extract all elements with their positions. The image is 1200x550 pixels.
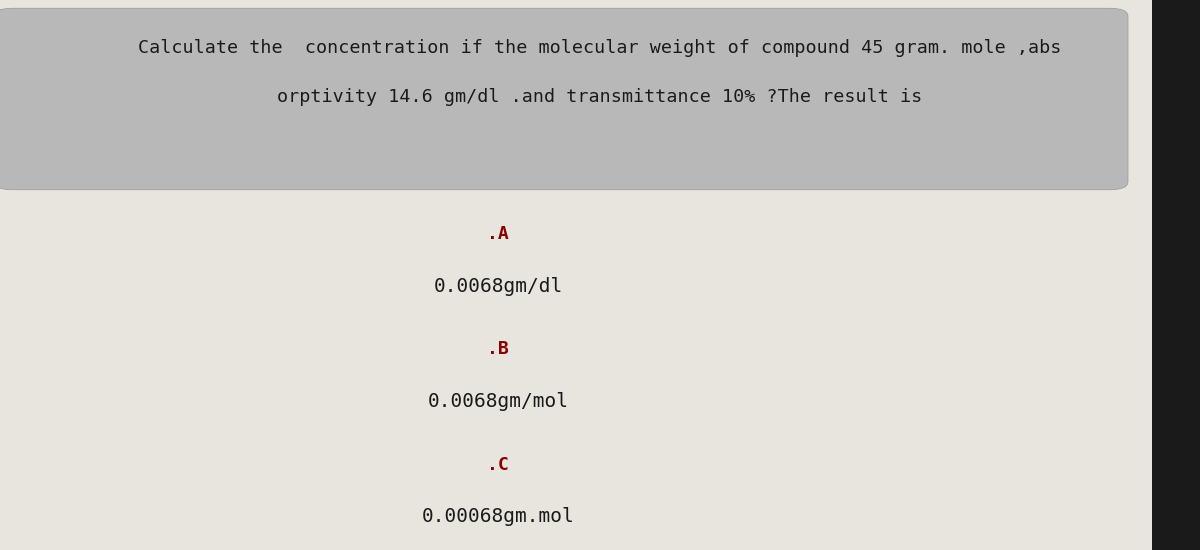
Text: Calculate the  concentration if the molecular weight of compound 45 gram. mole ,: Calculate the concentration if the molec… bbox=[138, 39, 1062, 57]
Text: orptivity 14.6 gm/dl .and transmittance 10% ?The result is: orptivity 14.6 gm/dl .and transmittance … bbox=[277, 88, 923, 106]
Text: 0.0068gm/mol: 0.0068gm/mol bbox=[427, 392, 569, 411]
Text: .C: .C bbox=[487, 456, 509, 474]
Text: 0.0068gm/dl: 0.0068gm/dl bbox=[433, 277, 563, 295]
Bar bbox=[1152, 0, 1200, 550]
Text: .B: .B bbox=[487, 340, 509, 358]
Text: 0.00068gm.mol: 0.00068gm.mol bbox=[421, 508, 575, 526]
Text: .A: .A bbox=[487, 225, 509, 243]
FancyBboxPatch shape bbox=[0, 8, 1128, 190]
